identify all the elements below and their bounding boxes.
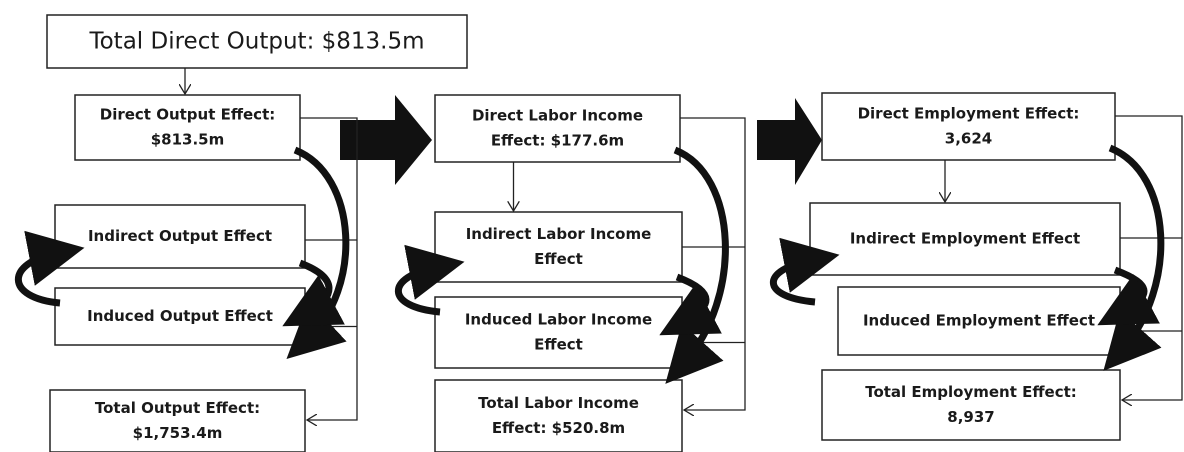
induced-box <box>837 286 1121 356</box>
curve-arrow <box>394 244 465 316</box>
total-label: 8,937 <box>947 408 994 426</box>
total-label: Total Output Effect: <box>95 399 260 417</box>
total-label: Total Employment Effect: <box>865 383 1077 401</box>
total-box <box>49 389 306 452</box>
induced-label: Induced Labor Income <box>465 311 652 329</box>
total-label: Effect: $520.8m <box>492 419 625 437</box>
curve-arrow <box>282 259 345 327</box>
indirect-box <box>434 211 683 283</box>
indirect-label: Indirect Employment Effect <box>850 230 1080 248</box>
curve-arrow <box>665 146 729 384</box>
induced-label: Induced Output Effect <box>87 307 273 325</box>
indirect-label: Indirect Output Effect <box>88 227 272 245</box>
connector <box>680 117 746 410</box>
curve-arrow <box>14 230 85 307</box>
total-label: Total Labor Income <box>478 394 639 412</box>
direct-label: Direct Employment Effect: <box>858 105 1080 123</box>
curve-arrow <box>769 237 840 306</box>
indirect-box <box>54 204 306 269</box>
total-label: $1,753.4m <box>133 424 223 442</box>
connector <box>300 117 358 420</box>
direct-label: $813.5m <box>151 131 225 149</box>
direct-label: Direct Labor Income <box>472 107 643 125</box>
induced-box <box>434 296 683 369</box>
big-arrow <box>340 95 432 185</box>
curve-arrow <box>1097 266 1160 326</box>
columns: Direct Output Effect: $813.5m Indirect Out… <box>14 92 1183 452</box>
indirect-label: Indirect Labor Income <box>466 225 652 243</box>
direct-box <box>434 94 681 163</box>
induced-label: Effect <box>534 336 583 354</box>
direct-label: 3,624 <box>945 130 992 148</box>
induced-label: Induced Employment Effect <box>863 312 1095 330</box>
curve-arrow <box>659 273 722 336</box>
top-box <box>46 14 468 69</box>
direct-label: Direct Output Effect: <box>100 106 276 124</box>
top-label: Total Direct Output: $813.5m <box>88 29 424 55</box>
total-box <box>821 369 1121 441</box>
direct-box <box>74 94 301 161</box>
indirect-label: Effect <box>534 250 583 268</box>
big-arrow <box>757 98 822 185</box>
total-box <box>434 379 683 452</box>
connector <box>1115 115 1183 400</box>
direct-box <box>821 92 1116 161</box>
direct-label: Effect: $177.6m <box>491 132 624 150</box>
